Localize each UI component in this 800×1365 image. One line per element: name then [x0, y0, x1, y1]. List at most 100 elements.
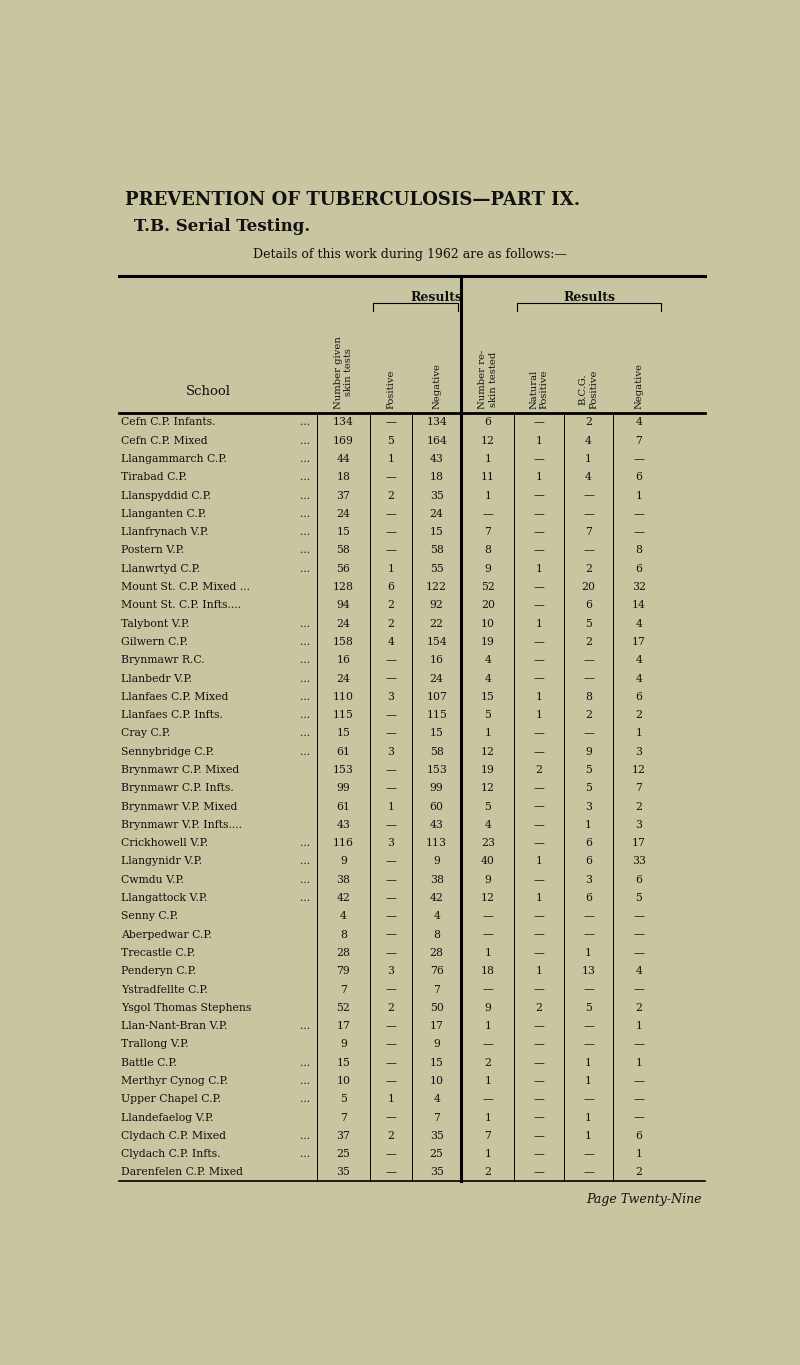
Text: ...: ...	[299, 1149, 310, 1159]
Text: 2: 2	[387, 1130, 394, 1141]
Text: 4: 4	[434, 1095, 440, 1104]
Text: 3: 3	[387, 838, 394, 848]
Text: 58: 58	[430, 747, 443, 756]
Text: 15: 15	[430, 527, 443, 538]
Text: ...: ...	[299, 1095, 310, 1104]
Text: 2: 2	[635, 801, 642, 812]
Text: —: —	[482, 1095, 494, 1104]
Text: 4: 4	[340, 912, 346, 921]
Text: 9: 9	[340, 856, 346, 867]
Text: ...: ...	[299, 893, 310, 904]
Text: 154: 154	[426, 637, 447, 647]
Text: Llanwrtyd C.P.: Llanwrtyd C.P.	[121, 564, 200, 573]
Text: —: —	[386, 1149, 396, 1159]
Text: 1: 1	[387, 801, 394, 812]
Text: Sennybridge C.P.: Sennybridge C.P.	[121, 747, 214, 756]
Text: —: —	[386, 930, 396, 939]
Text: 35: 35	[430, 490, 443, 501]
Text: —: —	[634, 947, 644, 958]
Text: —: —	[482, 509, 494, 519]
Text: ...: ...	[299, 838, 310, 848]
Text: —: —	[534, 930, 544, 939]
Text: 38: 38	[430, 875, 444, 885]
Text: 18: 18	[430, 472, 444, 482]
Text: 2: 2	[535, 1003, 542, 1013]
Text: 9: 9	[434, 856, 440, 867]
Text: —: —	[583, 1021, 594, 1031]
Text: 10: 10	[336, 1076, 350, 1087]
Text: —: —	[534, 509, 544, 519]
Text: —: —	[386, 655, 396, 665]
Text: 18: 18	[336, 472, 350, 482]
Text: 2: 2	[585, 637, 592, 647]
Text: 7: 7	[340, 1112, 346, 1122]
Text: 6: 6	[585, 856, 592, 867]
Text: —: —	[534, 637, 544, 647]
Text: —: —	[534, 546, 544, 556]
Text: 169: 169	[333, 435, 354, 446]
Text: —: —	[386, 710, 396, 721]
Text: —: —	[386, 509, 396, 519]
Text: Tirabad C.P.: Tirabad C.P.	[121, 472, 187, 482]
Text: ...: ...	[299, 1021, 310, 1031]
Text: —: —	[386, 784, 396, 793]
Text: —: —	[386, 527, 396, 538]
Text: Negative: Negative	[432, 363, 441, 408]
Text: ...: ...	[299, 673, 310, 684]
Text: 3: 3	[387, 692, 394, 702]
Text: —: —	[534, 820, 544, 830]
Text: 2: 2	[484, 1167, 491, 1178]
Text: 12: 12	[632, 764, 646, 775]
Text: Brynmawr R.C.: Brynmawr R.C.	[121, 655, 205, 665]
Text: ...: ...	[299, 875, 310, 885]
Text: 9: 9	[484, 875, 491, 885]
Text: —: —	[534, 1149, 544, 1159]
Text: 37: 37	[337, 490, 350, 501]
Text: 1: 1	[585, 820, 592, 830]
Text: 43: 43	[430, 455, 443, 464]
Text: Ystradfellte C.P.: Ystradfellte C.P.	[121, 984, 208, 995]
Text: 116: 116	[333, 838, 354, 848]
Text: ...: ...	[299, 490, 310, 501]
Text: 25: 25	[337, 1149, 350, 1159]
Text: —: —	[583, 984, 594, 995]
Text: 16: 16	[336, 655, 350, 665]
Text: 24: 24	[430, 673, 443, 684]
Text: Results: Results	[410, 291, 462, 304]
Text: —: —	[634, 1112, 644, 1122]
Text: ...: ...	[299, 692, 310, 702]
Text: 115: 115	[333, 710, 354, 721]
Text: Brynmawr V.P. Infts....: Brynmawr V.P. Infts....	[121, 820, 242, 830]
Text: —: —	[634, 1076, 644, 1087]
Text: —: —	[634, 455, 644, 464]
Text: T.B. Serial Testing.: T.B. Serial Testing.	[134, 218, 310, 235]
Text: —: —	[386, 1039, 396, 1050]
Text: —: —	[534, 875, 544, 885]
Text: Cefn C.P. Infants.: Cefn C.P. Infants.	[121, 418, 215, 427]
Text: Llangammarch C.P.: Llangammarch C.P.	[121, 455, 227, 464]
Text: ...: ...	[299, 710, 310, 721]
Text: 4: 4	[585, 472, 592, 482]
Text: Positive: Positive	[386, 369, 395, 408]
Text: Mount St. C.P. Mixed ...: Mount St. C.P. Mixed ...	[121, 581, 250, 592]
Text: 43: 43	[430, 820, 443, 830]
Text: 134: 134	[333, 418, 354, 427]
Text: —: —	[583, 546, 594, 556]
Text: 17: 17	[632, 838, 646, 848]
Text: 4: 4	[635, 418, 642, 427]
Text: —: —	[634, 1095, 644, 1104]
Text: 7: 7	[635, 784, 642, 793]
Text: 25: 25	[430, 1149, 443, 1159]
Text: B.C.G.
Positive: B.C.G. Positive	[579, 369, 598, 408]
Text: —: —	[386, 472, 396, 482]
Text: 22: 22	[430, 618, 444, 629]
Text: 15: 15	[337, 527, 350, 538]
Text: Penderyn C.P.: Penderyn C.P.	[121, 966, 196, 976]
Text: ...: ...	[299, 1076, 310, 1087]
Text: 28: 28	[336, 947, 350, 958]
Text: —: —	[386, 1167, 396, 1178]
Text: —: —	[583, 655, 594, 665]
Text: 6: 6	[635, 472, 642, 482]
Text: ...: ...	[299, 546, 310, 556]
Text: 13: 13	[582, 966, 595, 976]
